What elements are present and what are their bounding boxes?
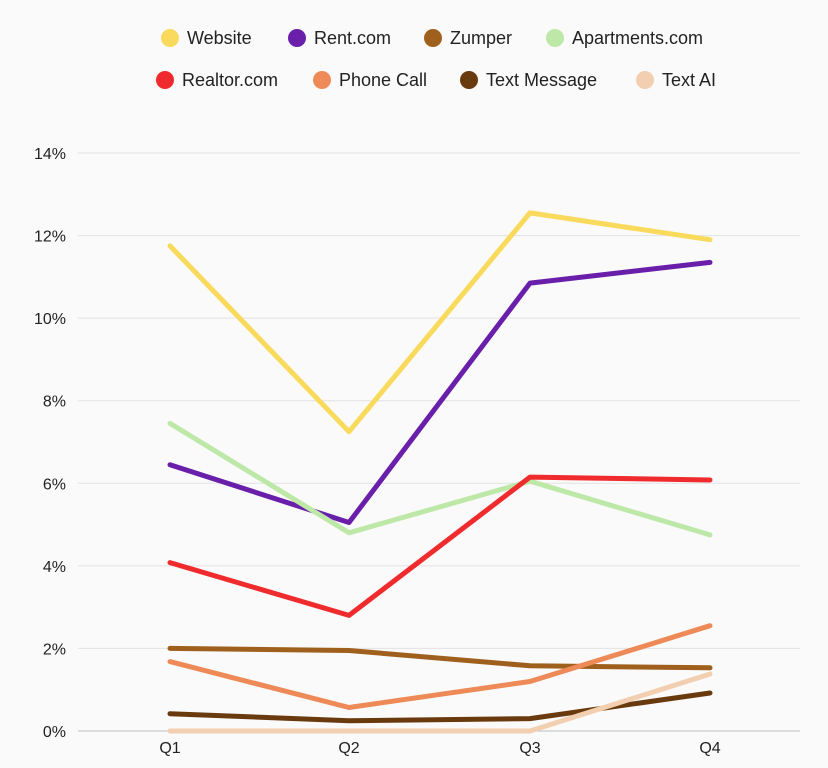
legend-label: Zumper <box>450 28 512 48</box>
legend-item: Realtor.com <box>156 70 278 90</box>
legend-swatch <box>313 71 331 89</box>
series-line-rent-com <box>167 259 713 525</box>
series-line-website <box>167 210 713 435</box>
legend-item: Zumper <box>424 28 512 48</box>
y-tick-label: 6% <box>43 476 66 493</box>
series-line-text-message <box>167 690 713 724</box>
y-tick-label: 14% <box>34 146 66 163</box>
y-tick-label: 12% <box>34 229 66 246</box>
y-axis: 0% 2% 4% 6% 8% 10% 12% 14% <box>34 146 66 741</box>
legend-item: Website <box>161 28 252 48</box>
legend-item: Text Message <box>460 70 597 90</box>
series-line-realtor-com <box>167 474 713 618</box>
legend-item: Text AI <box>636 70 716 90</box>
x-axis: Q1 Q2 Q3 Q4 <box>159 740 720 757</box>
grid <box>78 152 800 732</box>
y-tick-label: 2% <box>43 641 66 658</box>
series-line-phone-call <box>167 623 713 710</box>
legend-label: Phone Call <box>339 70 427 90</box>
series-line-zumper <box>167 645 713 671</box>
legend-label: Text AI <box>662 70 716 90</box>
legend-swatch <box>161 29 179 47</box>
y-tick-label: 4% <box>43 559 66 576</box>
legend-swatch <box>546 29 564 47</box>
x-tick-label: Q1 <box>159 740 180 757</box>
y-tick-label: 0% <box>43 724 66 741</box>
legend-swatch <box>156 71 174 89</box>
plot-lines <box>167 210 713 734</box>
x-tick-label: Q2 <box>338 740 359 757</box>
legend-item: Rent.com <box>288 28 391 48</box>
series-line-apartments-com <box>167 420 713 538</box>
legend-swatch <box>460 71 478 89</box>
legend-label: Rent.com <box>314 28 391 48</box>
y-tick-label: 10% <box>34 311 66 328</box>
legend-item: Apartments.com <box>546 28 703 48</box>
legend-swatch <box>288 29 306 47</box>
y-tick-label: 8% <box>43 394 66 411</box>
series-line-text-ai <box>167 671 713 734</box>
legend: Website Rent.com Zumper Apartments.com Realt… <box>156 28 716 90</box>
legend-item: Phone Call <box>313 70 427 90</box>
legend-label: Realtor.com <box>182 70 278 90</box>
legend-swatch <box>424 29 442 47</box>
legend-swatch <box>636 71 654 89</box>
legend-label: Text Message <box>486 70 597 90</box>
x-tick-label: Q3 <box>519 740 540 757</box>
legend-label: Apartments.com <box>572 28 703 48</box>
x-tick-label: Q4 <box>699 740 720 757</box>
legend-label: Website <box>187 28 252 48</box>
